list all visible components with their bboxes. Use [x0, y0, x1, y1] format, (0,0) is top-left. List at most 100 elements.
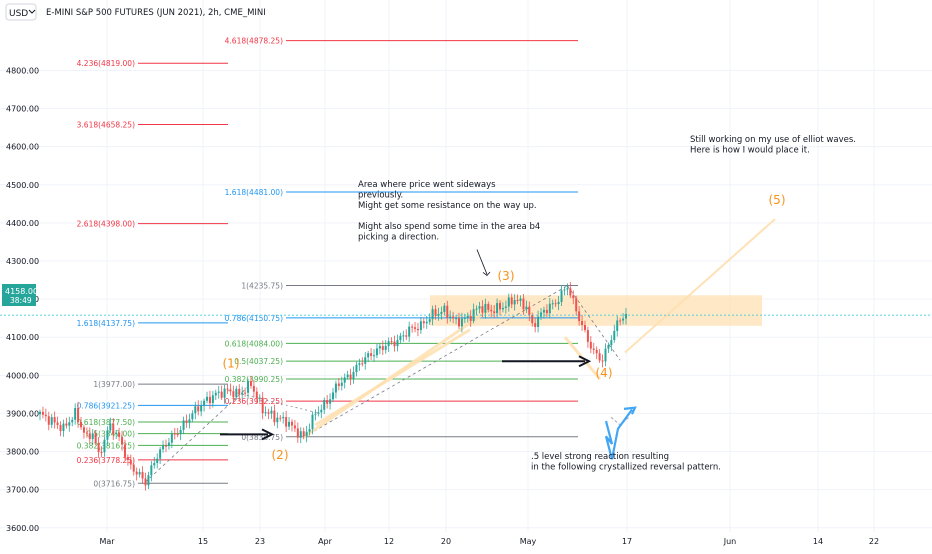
x-tick-label: Mar — [99, 537, 115, 546]
candle-body — [607, 345, 610, 349]
x-tick-label: 22 — [869, 537, 879, 546]
wave-5-projection-line — [624, 218, 776, 354]
candle-body — [601, 360, 604, 362]
candle-body — [106, 430, 109, 440]
candle-body — [47, 416, 50, 425]
y-tick-label: 4800.00 — [6, 66, 39, 75]
wave-label-4: (4) — [596, 366, 613, 380]
candle-body — [305, 431, 308, 437]
header: USD E-MINI S&P 500 FUTURES (JUN 2021), 2… — [5, 3, 266, 21]
blue-arrow-head — [623, 406, 637, 415]
sideways-note-text: previously. — [358, 191, 403, 201]
candle-body — [387, 341, 390, 346]
candle-body — [80, 421, 83, 428]
candle-body — [135, 471, 138, 475]
candle-body — [255, 391, 258, 399]
candle-body — [425, 321, 428, 324]
candle-body — [487, 303, 490, 310]
candle-body — [613, 330, 616, 341]
candle-body — [261, 397, 264, 414]
x-tick-label: 15 — [198, 537, 208, 546]
candle-body — [478, 306, 481, 309]
candle-body — [144, 478, 147, 486]
elliott-note-text: Still working on my use of elliot waves. — [690, 135, 856, 145]
candle-body — [211, 395, 214, 404]
candlestick-series — [39, 282, 627, 491]
fib-level-label: 1.618(4481.00) — [225, 188, 283, 197]
candle-body — [557, 301, 560, 305]
wave-label-2: (2) — [272, 448, 289, 462]
candle-body — [434, 309, 437, 316]
x-tick-label: May — [520, 537, 537, 546]
candle-body — [188, 419, 191, 423]
candle-body — [340, 382, 343, 386]
candle-body — [545, 309, 548, 314]
candle-body — [59, 425, 62, 432]
candle-body — [314, 413, 317, 415]
annotation-arrows — [220, 249, 637, 460]
candle-body — [625, 313, 627, 319]
candle-body — [463, 317, 466, 319]
fib-level-label: 0(3716.75) — [93, 479, 135, 488]
candle-body — [396, 340, 399, 347]
reaction-note-text: in the following crystallized reversal p… — [531, 463, 721, 473]
candle-body — [329, 399, 332, 404]
candle-body — [455, 318, 458, 320]
candle-body — [296, 428, 299, 438]
candle-body — [525, 306, 528, 310]
candle-body — [364, 357, 367, 364]
candle-body — [361, 363, 364, 365]
candle-body — [164, 445, 167, 447]
candle-body — [352, 371, 355, 380]
candle-body — [604, 348, 607, 362]
candle-body — [100, 452, 103, 454]
candle-body — [121, 436, 124, 445]
fib-level-label: 2.618(4398.00) — [77, 220, 135, 229]
x-tick-label: 23 — [255, 537, 265, 546]
currency-button[interactable] — [5, 3, 37, 21]
note-pointer-arrow — [476, 249, 488, 275]
candle-body — [71, 419, 74, 423]
candle-body — [147, 475, 150, 486]
candle-body — [381, 346, 384, 350]
y-tick-label: 4400.00 — [6, 219, 39, 228]
candle-body — [405, 335, 408, 337]
candle-body — [56, 422, 59, 426]
candle-body — [252, 385, 255, 392]
elliott-wave-labels: (1) (2) (3) (4) (5) — [223, 193, 786, 462]
projection-band-line — [314, 328, 471, 427]
candle-body — [153, 463, 156, 466]
candle-body — [496, 303, 499, 314]
candle-body — [91, 433, 94, 440]
candle-body — [378, 346, 381, 349]
elliott-note-text: Here is how I would place it. — [690, 146, 810, 156]
candle-body — [343, 377, 346, 383]
candle-body — [103, 439, 106, 453]
candle-body — [53, 417, 56, 423]
candle-body — [507, 297, 510, 307]
trend-lines — [145, 218, 776, 483]
candle-body — [443, 305, 446, 312]
grid — [0, 0, 932, 532]
candle-body — [499, 303, 502, 310]
fib-level-label: 0.382(3816.25) — [77, 441, 135, 450]
candle-body — [326, 400, 329, 404]
fib-level-label: 0.236(3932.25) — [225, 397, 283, 406]
x-tick-label: Jun — [723, 537, 737, 546]
fib-level-label: 0.618(3877.50) — [77, 418, 135, 427]
candle-body — [551, 303, 554, 305]
candle-body — [431, 309, 434, 320]
candle-body — [235, 388, 238, 398]
candle-body — [206, 396, 209, 401]
candle-body — [241, 392, 244, 395]
candle-body — [62, 423, 65, 432]
x-tick-label: Apr — [318, 537, 333, 546]
candle-body — [595, 349, 598, 354]
candle-body — [416, 328, 419, 331]
y-tick-label: 3600.00 — [6, 524, 39, 533]
candle-body — [516, 300, 519, 302]
candle-body — [542, 309, 545, 313]
fib-level-label: 1(3977.00) — [93, 380, 135, 389]
candle-body — [540, 312, 543, 317]
